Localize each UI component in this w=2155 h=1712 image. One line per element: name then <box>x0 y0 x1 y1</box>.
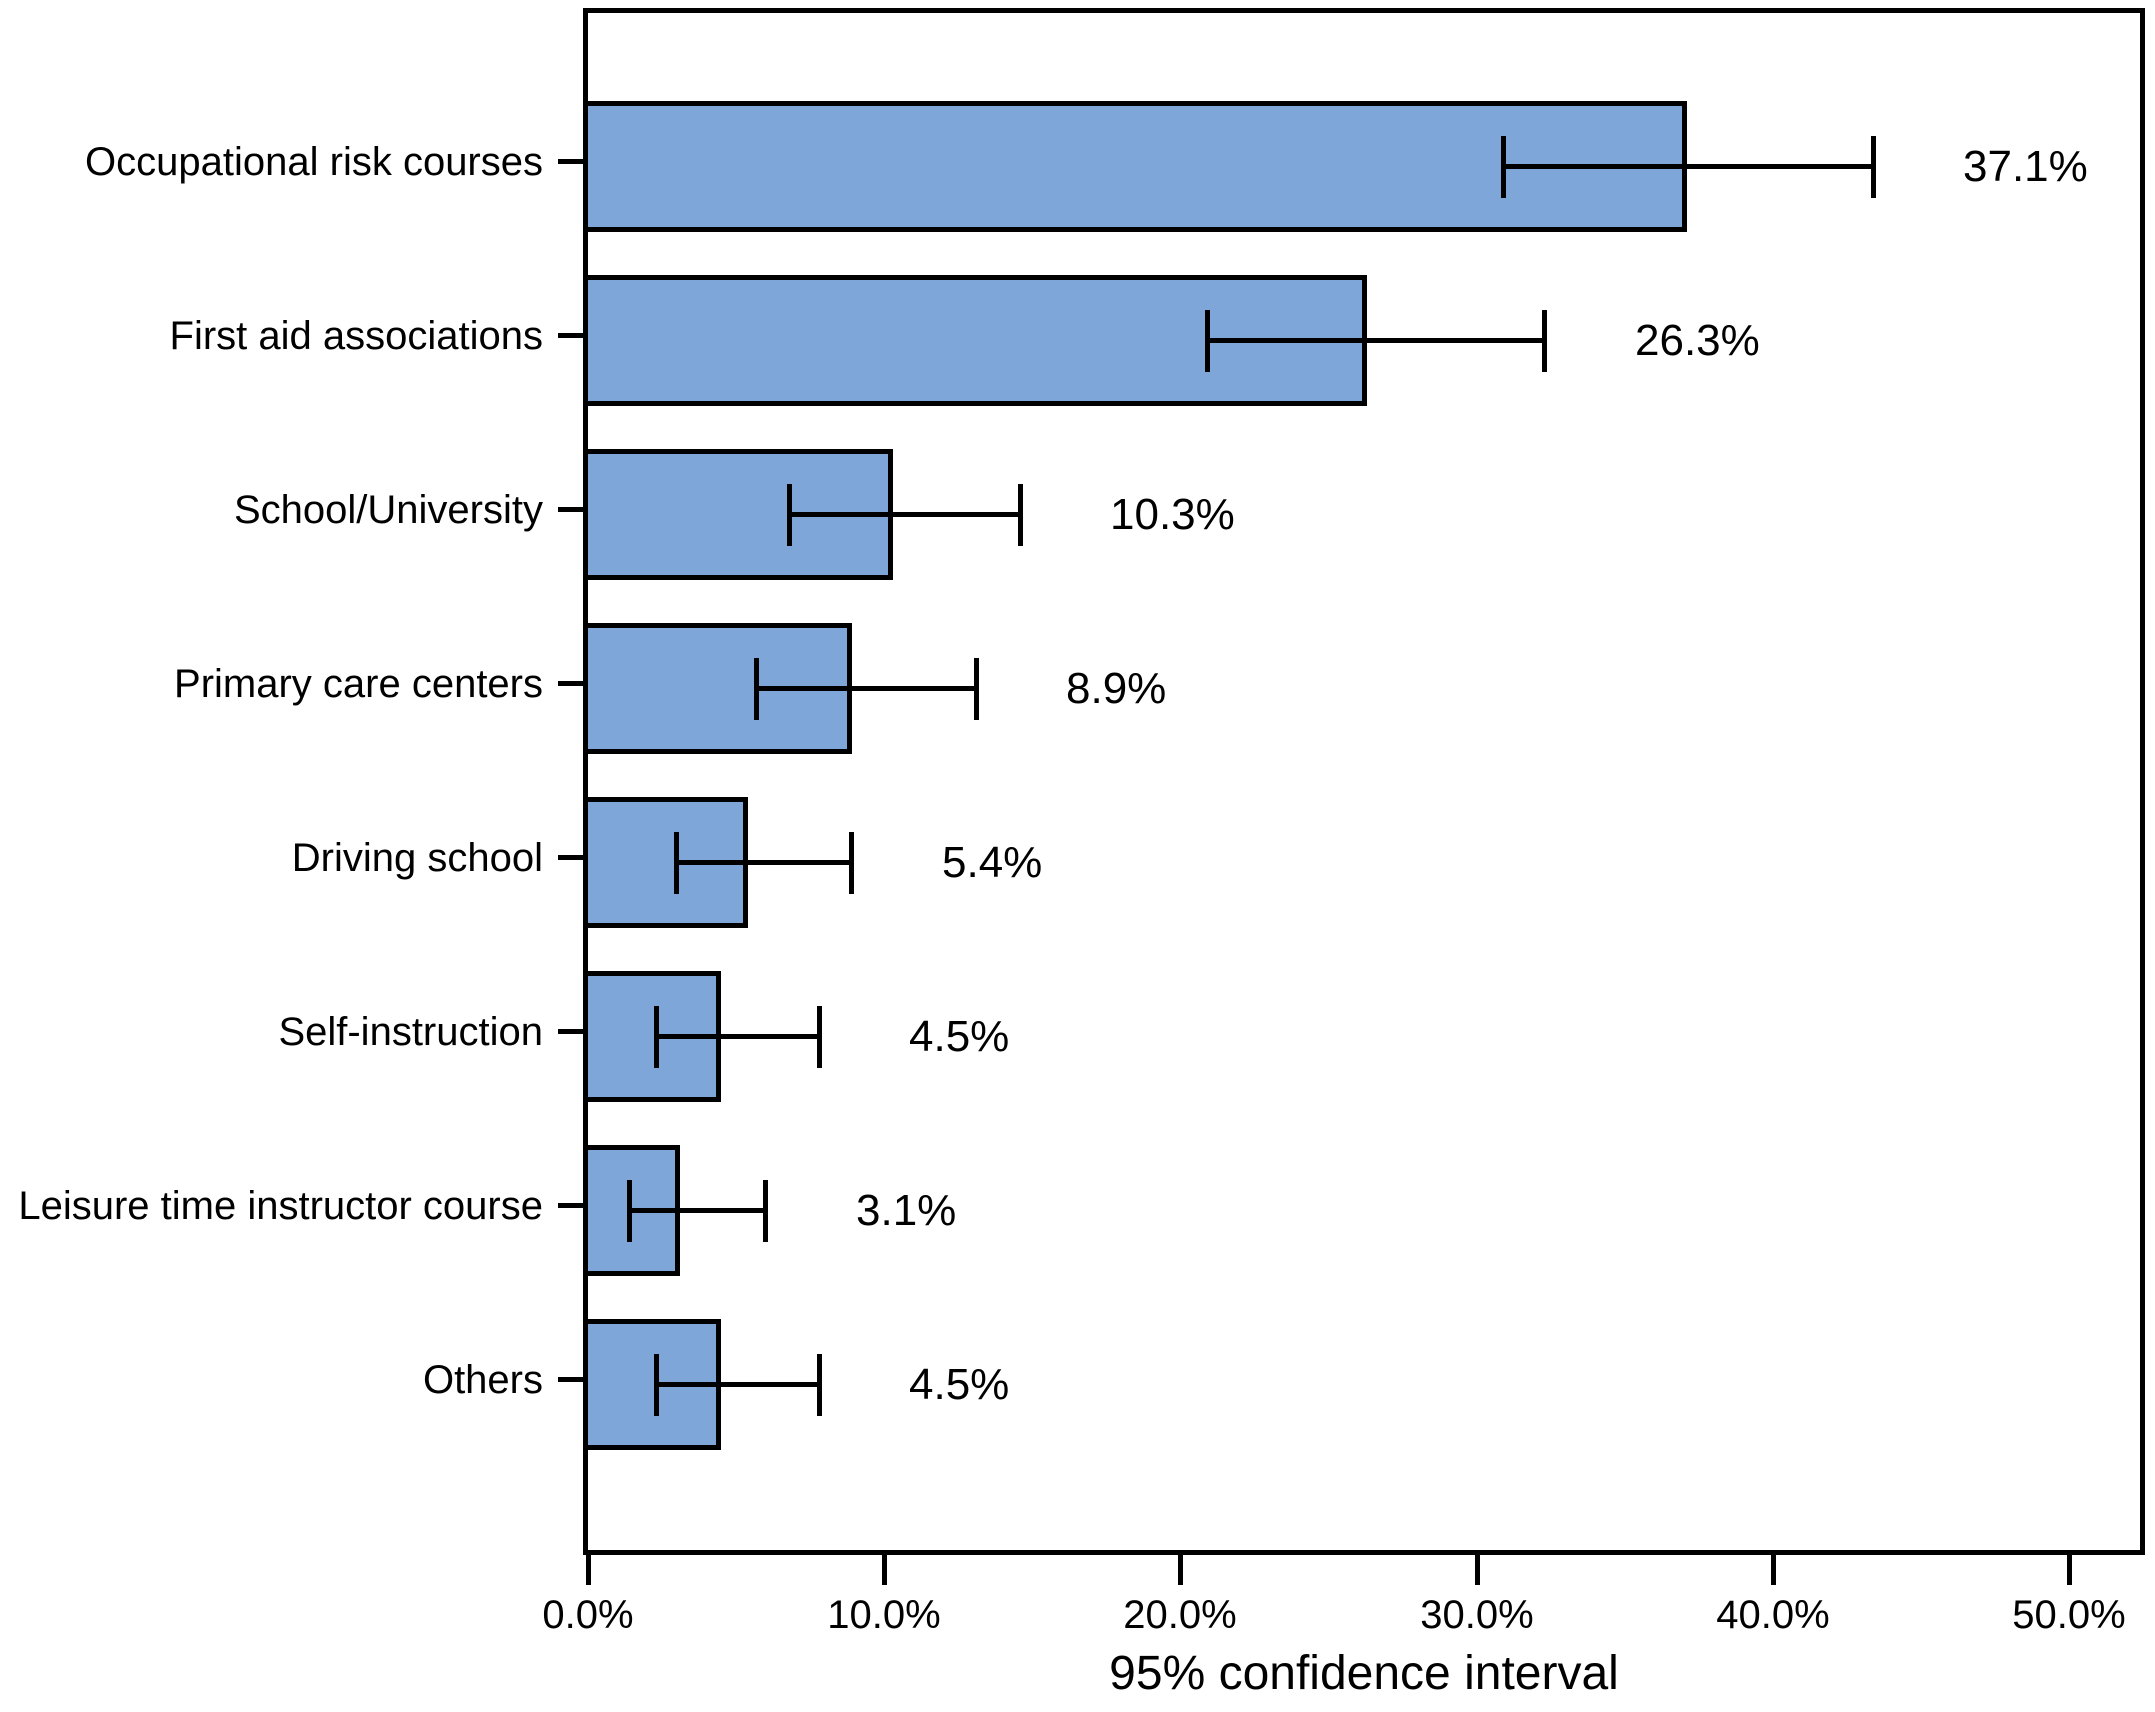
y-tick <box>558 507 583 512</box>
value-label: 3.1% <box>856 1186 957 1235</box>
value-label: 10.3% <box>1110 490 1235 539</box>
error-cap-high <box>974 658 979 720</box>
plot-area: 37.1% 26.3% 10.3% 8.9% 5.4% 4.5% 3.1% 4.5% <box>583 8 2145 1555</box>
x-tick <box>1771 1555 1776 1585</box>
category-label: Self-instruction <box>278 1010 543 1054</box>
x-tick <box>1178 1555 1183 1585</box>
category-label: Leisure time instructor course <box>18 1184 543 1228</box>
category-label: First aid associations <box>169 314 543 358</box>
value-label: 8.9% <box>1066 664 1167 713</box>
error-cap-low <box>654 1354 659 1416</box>
error-cap-high <box>1018 484 1023 546</box>
x-tick-label: 40.0% <box>1716 1593 1830 1637</box>
error-bar <box>757 686 976 691</box>
x-tick-label: 50.0% <box>2012 1593 2126 1637</box>
value-label: 5.4% <box>942 838 1043 887</box>
value-label: 26.3% <box>1635 316 1760 365</box>
error-bar <box>1503 164 1873 169</box>
x-tick-label: 0.0% <box>542 1593 634 1637</box>
y-tick <box>558 333 583 338</box>
error-bar <box>656 1382 819 1387</box>
category-label: Occupational risk courses <box>85 140 543 184</box>
error-cap-high <box>817 1354 822 1416</box>
value-label: 4.5% <box>909 1360 1010 1409</box>
error-cap-low <box>754 658 759 720</box>
x-tick <box>882 1555 887 1585</box>
x-tick-label: 10.0% <box>827 1593 941 1637</box>
category-label: Driving school <box>291 836 543 880</box>
error-cap-high <box>1542 310 1547 372</box>
error-cap-high <box>817 1006 822 1068</box>
error-cap-low <box>787 484 792 546</box>
error-bar <box>677 860 852 865</box>
category-label: School/University <box>233 488 543 532</box>
value-label: 4.5% <box>909 1012 1010 1061</box>
error-cap-low <box>674 832 679 894</box>
y-tick <box>558 1203 583 1208</box>
y-tick <box>558 1029 583 1034</box>
x-tick <box>586 1555 591 1585</box>
y-tick <box>558 1377 583 1382</box>
x-tick <box>1475 1555 1480 1585</box>
error-cap-low <box>1205 310 1210 372</box>
error-bar <box>789 512 1020 517</box>
x-tick-label: 20.0% <box>1123 1593 1237 1637</box>
category-label: Primary care centers <box>174 662 543 706</box>
error-bar <box>656 1034 819 1039</box>
error-cap-low <box>1501 136 1506 198</box>
x-tick-label: 30.0% <box>1420 1593 1534 1637</box>
x-tick <box>2067 1555 2072 1585</box>
y-tick <box>558 681 583 686</box>
error-cap-high <box>763 1180 768 1242</box>
y-tick <box>558 159 583 164</box>
y-tick <box>558 855 583 860</box>
error-bar <box>1207 338 1545 343</box>
error-bar <box>629 1208 765 1213</box>
value-label: 37.1% <box>1963 142 2088 191</box>
error-cap-high <box>1871 136 1876 198</box>
x-axis-label: 95% confidence interval <box>1109 1647 1619 1700</box>
category-label: Others <box>422 1358 543 1402</box>
error-cap-high <box>849 832 854 894</box>
error-cap-low <box>627 1180 632 1242</box>
error-cap-low <box>654 1006 659 1068</box>
